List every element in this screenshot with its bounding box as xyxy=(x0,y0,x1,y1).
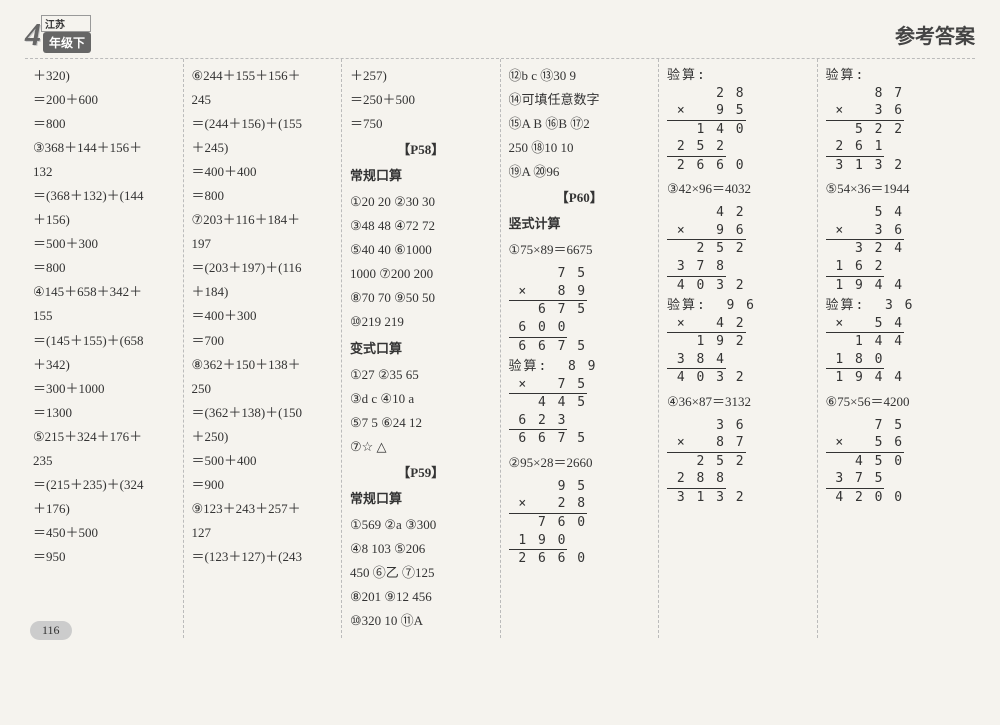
header-bar: 4 江苏 年级下 参考答案 xyxy=(25,15,975,53)
section-heading: 常规口算 xyxy=(350,487,492,511)
vertical-calc: 7 5 × 5 6 4 5 0 3 7 5 4 2 0 0 xyxy=(826,417,968,507)
vertical-calc: 验算: 2 8 × 9 5 1 4 0 2 5 2 2 6 6 0 xyxy=(667,67,809,174)
column-6: 验算: 8 7 × 3 6 5 2 2 2 6 1 3 1 3 2 ⑤54×36… xyxy=(818,59,976,638)
vertical-calc: 3 6 × 8 7 2 5 2 2 8 8 3 1 3 2 xyxy=(667,417,809,507)
vertical-calc: 4 2 × 9 6 2 5 2 3 7 8 4 0 3 2 xyxy=(667,204,809,294)
vertical-calc: 验算: 3 6 × 5 4 1 4 4 1 8 0 1 9 4 4 xyxy=(826,297,968,387)
column-5: 验算: 2 8 × 9 5 1 4 0 2 5 2 2 6 6 0 ③42×96… xyxy=(659,59,818,638)
section-heading: 变式口算 xyxy=(350,337,492,361)
grade-number: 4 xyxy=(25,16,41,53)
page-title: 参考答案 xyxy=(895,20,975,49)
vertical-calc: 7 5 × 8 9 6 7 5 6 0 0 6 6 7 5 xyxy=(509,265,651,355)
content-columns: ＋320) ＝200＋600 ＝800 ③368＋144＋156＋ 132 ＝(… xyxy=(25,58,975,638)
column-4: ⑫b c ⑬30 9 ⑭可填任意数字 ⑮A B ⑯B ⑰2 250 ⑱10 10… xyxy=(501,59,660,638)
vertical-calc: 9 5 × 2 8 7 6 0 1 9 0 2 6 6 0 xyxy=(509,478,651,568)
section-heading: 常规口算 xyxy=(350,164,492,188)
column-3: ＋257) ＝250＋500 ＝750 【P58】 常规口算 ①20 20 ②3… xyxy=(342,59,501,638)
vertical-calc: 验算: 8 9 × 7 5 4 4 5 6 2 3 6 6 7 5 xyxy=(509,358,651,448)
column-1: ＋320) ＝200＋600 ＝800 ③368＋144＋156＋ 132 ＝(… xyxy=(25,59,184,638)
page-number: 116 xyxy=(30,621,72,640)
column-2: ⑥244＋155＋156＋ 245 ＝(244＋156)＋(155 ＋245) … xyxy=(184,59,343,638)
region-label: 江苏 xyxy=(41,15,91,32)
level-label: 年级下 xyxy=(43,32,91,53)
vertical-calc: 验算: 9 6 × 4 2 1 9 2 3 8 4 4 0 3 2 xyxy=(667,297,809,387)
page-tag-p58: 【P58】 xyxy=(350,138,492,162)
vertical-calc: 5 4 × 3 6 3 2 4 1 6 2 1 9 4 4 xyxy=(826,204,968,294)
page: 4 江苏 年级下 参考答案 ＋320) ＝200＋600 ＝800 ③368＋1… xyxy=(0,0,1000,648)
page-tag-p60: 【P60】 xyxy=(509,186,651,210)
grade-text: 江苏 年级下 xyxy=(41,15,91,53)
grade-badge: 4 江苏 年级下 xyxy=(25,15,91,53)
vertical-calc: 验算: 8 7 × 3 6 5 2 2 2 6 1 3 1 3 2 xyxy=(826,67,968,174)
page-tag-p59: 【P59】 xyxy=(350,461,492,485)
section-heading: 竖式计算 xyxy=(509,212,651,236)
